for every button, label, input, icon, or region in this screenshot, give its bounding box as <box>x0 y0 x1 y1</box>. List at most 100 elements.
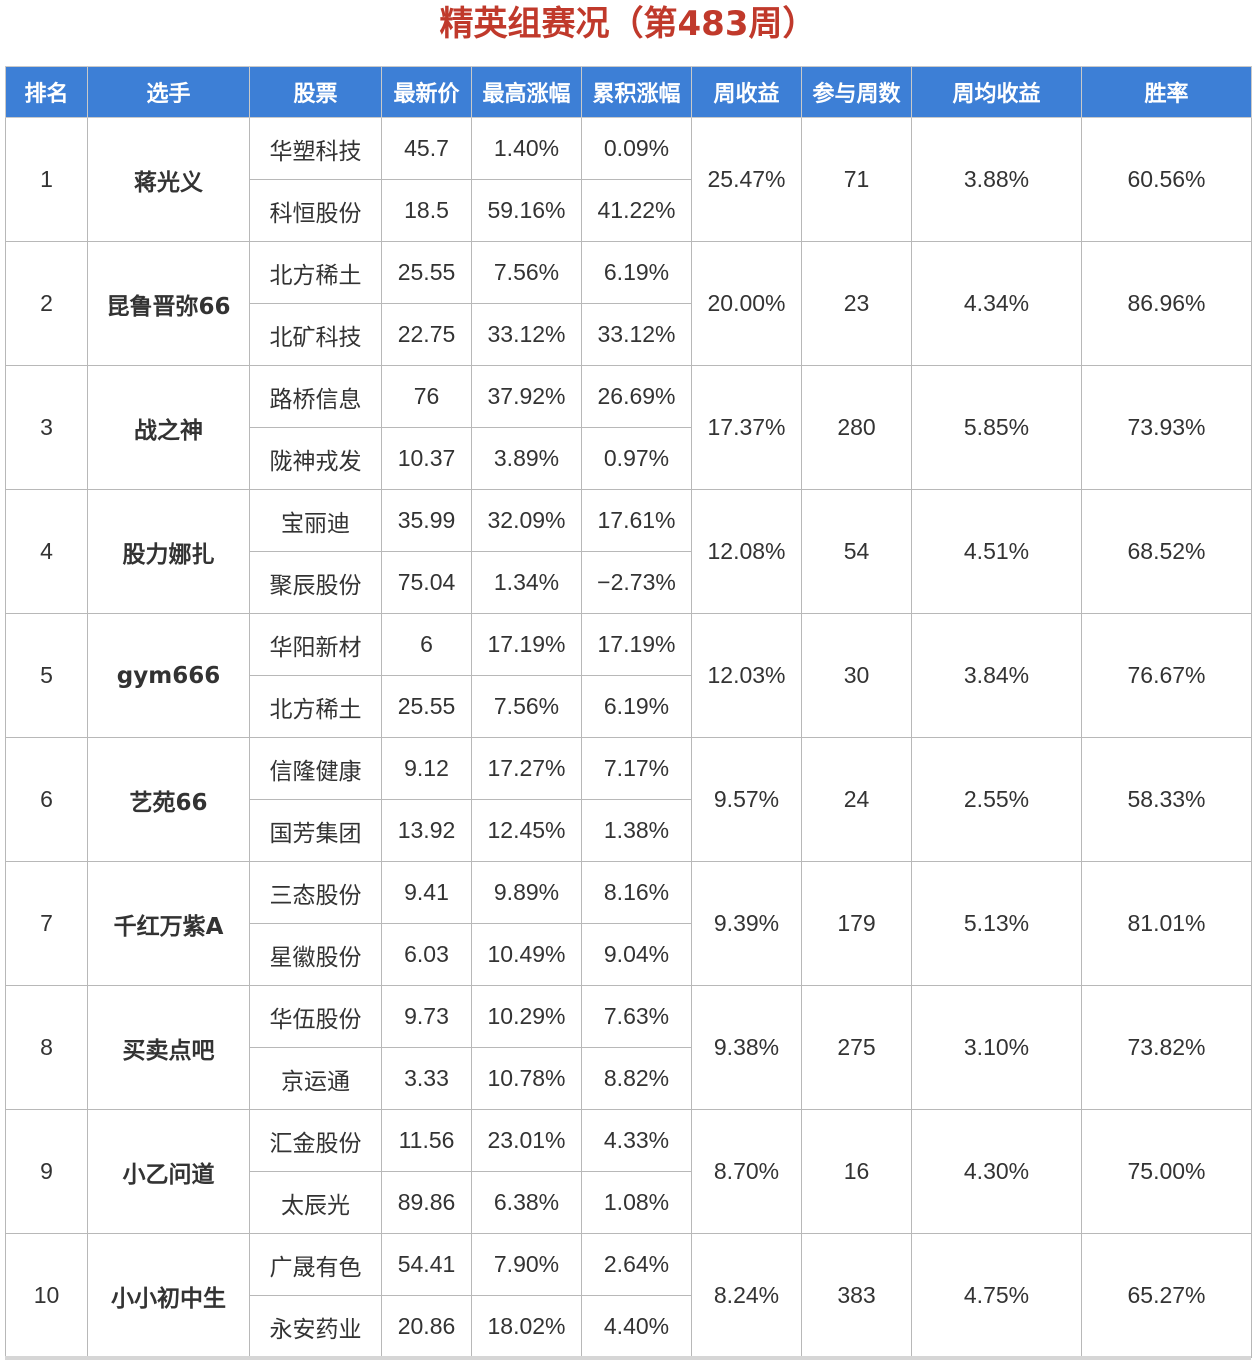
header-weekly-return: 周收益 <box>691 66 802 118</box>
header-stock: 股票 <box>249 66 382 118</box>
weeks-cell: 30 <box>801 613 912 738</box>
price-cell: 6.03 <box>381 923 472 986</box>
table-row: 2 昆鲁晋弥66 北方稀土 25.55 7.56% 6.19% 20.00% 23 4.34% 8… <box>5 241 1252 366</box>
weekly-return-cell: 17.37% <box>691 365 802 490</box>
win-rate-cell: 65.27% <box>1081 1233 1252 1358</box>
price-cell: 13.92 <box>381 799 472 862</box>
weekly-return-cell: 12.08% <box>691 489 802 614</box>
table-row: 国芳集团 13.92 12.45% 1.38% <box>6 799 1252 862</box>
player-name-link[interactable]: 小小初中生 <box>87 1233 250 1358</box>
weeks-cell: 54 <box>801 489 912 614</box>
win-rate-cell: 58.33% <box>1081 737 1252 862</box>
stock-name-link[interactable]: 聚辰股份 <box>249 551 382 614</box>
avg-return-cell: 4.30% <box>911 1109 1082 1234</box>
cum-gain-cell: 6.19% <box>581 675 692 738</box>
table-row: 4 股力娜扎 宝丽迪 35.99 32.09% 17.61% 12.08% 54 4.51% 68… <box>5 489 1252 614</box>
player-name-link[interactable]: 蒋光义 <box>87 117 250 242</box>
table-row: 7 千红万紫A 三态股份 9.41 9.89% 8.16% 9.39% 179 5.13% 81.… <box>5 861 1252 986</box>
avg-return-cell: 3.88% <box>911 117 1082 242</box>
player-name-link[interactable]: 艺苑66 <box>87 737 250 862</box>
table-row: 9 小乙问道 汇金股份 11.56 23.01% 4.33% 8.70% 16 4.30% 75.… <box>5 1109 1252 1234</box>
table-row: 8 买卖点吧 华伍股份 9.73 10.29% 7.63% 9.38% 275 3.10% 73.… <box>5 985 1252 1110</box>
cum-gain-cell: −2.73% <box>581 551 692 614</box>
stock-name-link[interactable]: 华伍股份 <box>249 985 382 1048</box>
weeks-cell: 16 <box>801 1109 912 1234</box>
table-row: 永安药业 20.86 18.02% 4.40% <box>6 1295 1252 1358</box>
stock-name-link[interactable]: 北方稀土 <box>249 675 382 738</box>
stock-name-link[interactable]: 汇金股份 <box>249 1109 382 1172</box>
win-rate-cell: 75.00% <box>1081 1109 1252 1234</box>
stock-name-link[interactable]: 太辰光 <box>249 1171 382 1234</box>
cum-gain-cell: 7.63% <box>581 985 692 1048</box>
header-weeks: 参与周数 <box>801 66 912 118</box>
cum-gain-cell: 8.16% <box>581 861 692 924</box>
rank-cell: 6 <box>5 737 88 862</box>
weeks-cell: 383 <box>801 1233 912 1358</box>
cum-gain-cell: 17.61% <box>581 489 692 552</box>
price-cell: 20.86 <box>381 1295 472 1358</box>
max-gain-cell: 18.02% <box>471 1295 582 1358</box>
player-name-link[interactable]: 千红万紫A <box>87 861 250 986</box>
player-name-link[interactable]: gym666 <box>87 613 250 738</box>
max-gain-cell: 33.12% <box>471 303 582 366</box>
player-name-link[interactable]: 买卖点吧 <box>87 985 250 1110</box>
avg-return-cell: 3.10% <box>911 985 1082 1110</box>
header-win-rate: 胜率 <box>1081 66 1252 118</box>
table-row: 6 艺苑66 信隆健康 9.12 17.27% 7.17% 9.57% 24 2.55% 58.3… <box>5 737 1252 862</box>
header-player: 选手 <box>87 66 250 118</box>
price-cell: 25.55 <box>381 241 472 304</box>
player-name-link[interactable]: 小乙问道 <box>87 1109 250 1234</box>
table-row: 5 gym666 华阳新材 6 17.19% 17.19% 12.03% 30 3.84% 76.… <box>5 613 1252 738</box>
weekly-return-cell: 20.00% <box>691 241 802 366</box>
stock-name-link[interactable]: 华阳新材 <box>249 613 382 676</box>
rank-cell: 5 <box>5 613 88 738</box>
price-cell: 25.55 <box>381 675 472 738</box>
stock-name-link[interactable]: 广晟有色 <box>249 1233 382 1296</box>
table-row: 陇神戎发 10.37 3.89% 0.97% <box>6 427 1252 490</box>
cum-gain-cell: 9.04% <box>581 923 692 986</box>
weekly-return-cell: 9.57% <box>691 737 802 862</box>
weekly-return-cell: 9.38% <box>691 985 802 1110</box>
cum-gain-cell: 17.19% <box>581 613 692 676</box>
weekly-return-cell: 12.03% <box>691 613 802 738</box>
player-name-link[interactable]: 股力娜扎 <box>87 489 250 614</box>
price-cell: 35.99 <box>381 489 472 552</box>
max-gain-cell: 6.38% <box>471 1171 582 1234</box>
max-gain-cell: 10.29% <box>471 985 582 1048</box>
table-row: 星徽股份 6.03 10.49% 9.04% <box>6 923 1252 986</box>
stock-name-link[interactable]: 宝丽迪 <box>249 489 382 552</box>
stock-name-link[interactable]: 永安药业 <box>249 1295 382 1358</box>
price-cell: 6 <box>381 613 472 676</box>
avg-return-cell: 5.85% <box>911 365 1082 490</box>
stock-name-link[interactable]: 星徽股份 <box>249 923 382 986</box>
cum-gain-cell: 4.33% <box>581 1109 692 1172</box>
price-cell: 10.37 <box>381 427 472 490</box>
player-name-link[interactable]: 昆鲁晋弥66 <box>87 241 250 366</box>
rank-cell: 7 <box>5 861 88 986</box>
price-cell: 54.41 <box>381 1233 472 1296</box>
weeks-cell: 275 <box>801 985 912 1110</box>
max-gain-cell: 23.01% <box>471 1109 582 1172</box>
stock-name-link[interactable]: 北矿科技 <box>249 303 382 366</box>
max-gain-cell: 9.89% <box>471 861 582 924</box>
stock-name-link[interactable]: 陇神戎发 <box>249 427 382 490</box>
avg-return-cell: 2.55% <box>911 737 1082 862</box>
weekly-return-cell: 8.24% <box>691 1233 802 1358</box>
price-cell: 3.33 <box>381 1047 472 1110</box>
stock-name-link[interactable]: 路桥信息 <box>249 365 382 428</box>
stock-name-link[interactable]: 北方稀土 <box>249 241 382 304</box>
stock-name-link[interactable]: 华塑科技 <box>249 117 382 180</box>
price-cell: 18.5 <box>381 179 472 242</box>
stock-name-link[interactable]: 信隆健康 <box>249 737 382 800</box>
header-avg-return: 周均收益 <box>911 66 1082 118</box>
stock-name-link[interactable]: 科恒股份 <box>249 179 382 242</box>
stock-name-link[interactable]: 三态股份 <box>249 861 382 924</box>
stock-name-link[interactable]: 国芳集团 <box>249 799 382 862</box>
stock-name-link[interactable]: 京运通 <box>249 1047 382 1110</box>
max-gain-cell: 10.49% <box>471 923 582 986</box>
table-row: 北矿科技 22.75 33.12% 33.12% <box>6 303 1252 366</box>
rank-cell: 2 <box>5 241 88 366</box>
weeks-cell: 280 <box>801 365 912 490</box>
max-gain-cell: 1.40% <box>471 117 582 180</box>
player-name-link[interactable]: 战之神 <box>87 365 250 490</box>
